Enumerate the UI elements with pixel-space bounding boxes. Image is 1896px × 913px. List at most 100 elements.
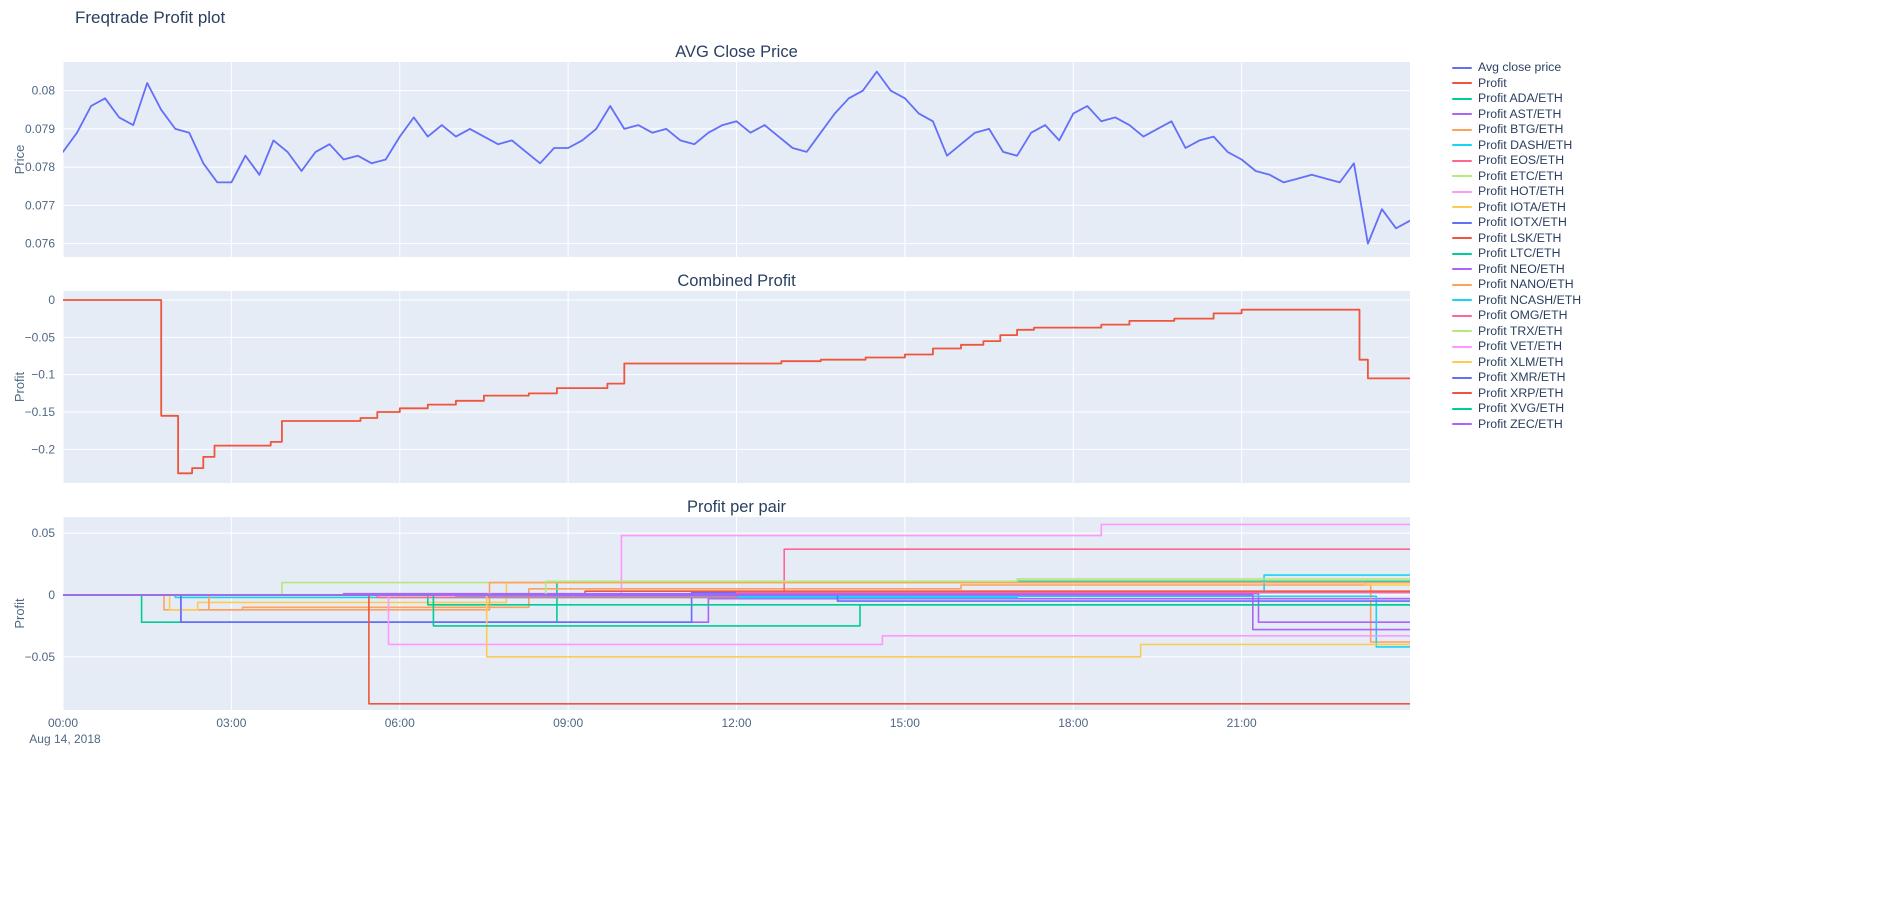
- legend-line-swatch: [1452, 113, 1472, 116]
- legend-item[interactable]: Profit ETC/ETH: [1452, 169, 1581, 185]
- y-tick-label: 0.08: [32, 84, 56, 98]
- y-tick-label: −0.1: [31, 368, 55, 382]
- legend-item-label: Profit BTG/ETH: [1478, 122, 1564, 136]
- y-tick-label: −0.15: [25, 405, 56, 419]
- legend-item-label: Profit XRP/ETH: [1478, 385, 1564, 400]
- legend-item-label: Profit VET/ETH: [1478, 339, 1563, 353]
- legend-line-swatch: [1452, 299, 1472, 302]
- legend-item[interactable]: Avg close price: [1452, 60, 1581, 76]
- legend-item-label: Profit ADA/ETH: [1478, 91, 1563, 105]
- legend-item-label: Profit: [1478, 75, 1507, 90]
- legend-item-label: Profit XMR/ETH: [1478, 370, 1566, 384]
- legend-item[interactable]: Profit TRX/ETH: [1452, 324, 1581, 340]
- x-tick-label: 15:00: [890, 716, 920, 730]
- legend-item-label: Profit ETC/ETH: [1478, 168, 1563, 183]
- legend-line-swatch: [1452, 237, 1472, 240]
- x-tick-label: 09:00: [553, 716, 583, 730]
- legend-line-swatch: [1452, 128, 1472, 131]
- y-tick-label: −0.05: [25, 650, 56, 664]
- series-avg-close-price: [63, 70, 1410, 245]
- subplot-title-profit-per-pair: Profit per pair: [686, 498, 787, 516]
- legend-item[interactable]: Profit XMR/ETH: [1452, 370, 1581, 386]
- legend-item-label: Profit OMG/ETH: [1478, 308, 1568, 322]
- series-profit-zec-eth: [63, 594, 1410, 631]
- x-tick-label: 03:00: [216, 716, 246, 730]
- legend-item-label: Profit EOS/ETH: [1478, 153, 1565, 167]
- legend-line-swatch: [1452, 144, 1472, 147]
- legend-line-swatch: [1452, 82, 1472, 85]
- legend-line-swatch: [1452, 376, 1472, 379]
- legend-line-swatch: [1452, 252, 1472, 255]
- legend-line-swatch: [1452, 330, 1472, 333]
- legend-line-swatch: [1452, 392, 1472, 395]
- legend-line-swatch: [1452, 190, 1472, 193]
- legend-item[interactable]: Profit IOTA/ETH: [1452, 200, 1581, 216]
- y-axis-title: Profit: [12, 371, 27, 402]
- y-tick-label: −0.05: [25, 330, 56, 344]
- legend-line-swatch: [1452, 423, 1472, 426]
- legend-item-label: Profit DASH/ETH: [1478, 137, 1573, 152]
- charts-column: AVG Close Price 0.076 0.077 0.078 0.079 0.08…: [0, 34, 1410, 746]
- legend-item-label: Profit IOTX/ETH: [1478, 215, 1567, 229]
- legend-item-label: Profit NCASH/ETH: [1478, 292, 1582, 307]
- legend-item[interactable]: Profit HOT/ETH: [1452, 184, 1581, 200]
- combined-profit-plot[interactable]: 0 −0.05 −0.1 −0.15 −0.2 Profit: [0, 291, 1410, 483]
- legend-item[interactable]: Profit EOS/ETH: [1452, 153, 1581, 169]
- legend-item[interactable]: Profit BTG/ETH: [1452, 122, 1581, 138]
- subplot-title-avg-close-price: AVG Close Price: [675, 43, 798, 61]
- legend-item[interactable]: Profit XLM/ETH: [1452, 355, 1581, 371]
- legend-item[interactable]: Profit DASH/ETH: [1452, 138, 1581, 154]
- x-tick-label: 18:00: [1058, 716, 1088, 730]
- legend-item[interactable]: Profit XVG/ETH: [1452, 401, 1581, 417]
- series-profit: [63, 299, 1410, 475]
- legend-line-swatch: [1452, 159, 1472, 162]
- legend-line-swatch: [1452, 97, 1472, 100]
- legend-item-label: Profit LSK/ETH: [1478, 230, 1562, 245]
- legend-line-swatch: [1452, 345, 1472, 348]
- legend-item[interactable]: Profit ZEC/ETH: [1452, 417, 1581, 433]
- legend-item[interactable]: Profit: [1452, 76, 1581, 92]
- legend-line-swatch: [1452, 221, 1472, 224]
- legend-item-label: Profit XLM/ETH: [1478, 354, 1564, 369]
- legend-item[interactable]: Profit IOTX/ETH: [1452, 215, 1581, 231]
- legend: Avg close price Profit Profit ADA/ETH Profi…: [1452, 60, 1581, 432]
- avg-close-price-plot[interactable]: 0.076 0.077 0.078 0.079 0.08 Price: [0, 62, 1410, 257]
- x-tick-label: 21:00: [1227, 716, 1257, 730]
- legend-line-swatch: [1452, 407, 1472, 410]
- legend-item[interactable]: Profit NEO/ETH: [1452, 262, 1581, 278]
- y-tick-label: 0: [48, 293, 55, 307]
- y-axis-title: Price: [12, 145, 27, 175]
- series-profit-iota-eth: [63, 581, 1410, 611]
- x-axis-date-label: Aug 14, 2018: [29, 732, 101, 746]
- legend-item-label: Avg close price: [1478, 60, 1562, 74]
- legend-item[interactable]: Profit AST/ETH: [1452, 107, 1581, 123]
- legend-item[interactable]: Profit XRP/ETH: [1452, 386, 1581, 402]
- legend-item[interactable]: Profit ADA/ETH: [1452, 91, 1581, 107]
- profit-per-pair-plot[interactable]: 0.05 0 −0.05 Profit 00:00 03:00 06:00 09:00 12:0…: [0, 517, 1410, 746]
- legend-line-swatch: [1452, 314, 1472, 317]
- y-tick-label: 0.076: [25, 237, 55, 251]
- y-axis-title: Profit: [12, 598, 27, 629]
- x-tick-label: 00:00: [48, 716, 78, 730]
- legend-line-swatch: [1452, 268, 1472, 271]
- legend-item[interactable]: Profit OMG/ETH: [1452, 308, 1581, 324]
- legend-item-label: Profit LTC/ETH: [1478, 246, 1561, 260]
- legend-item[interactable]: Profit NCASH/ETH: [1452, 293, 1581, 309]
- legend-item-label: Profit IOTA/ETH: [1478, 199, 1566, 214]
- legend-item[interactable]: Profit LSK/ETH: [1452, 231, 1581, 247]
- legend-item[interactable]: Profit VET/ETH: [1452, 339, 1581, 355]
- legend-item[interactable]: Profit NANO/ETH: [1452, 277, 1581, 293]
- legend-line-swatch: [1452, 283, 1472, 286]
- page-title: Freqtrade Profit plot: [75, 8, 226, 27]
- x-tick-label: 12:00: [721, 716, 751, 730]
- x-tick-label: 06:00: [385, 716, 415, 730]
- subplot-title-combined-profit: Combined Profit: [677, 272, 796, 290]
- legend-item-label: Profit HOT/ETH: [1478, 184, 1565, 198]
- y-tick-label: 0.05: [32, 526, 56, 540]
- y-tick-label: 0.077: [25, 198, 55, 212]
- legend-item[interactable]: Profit LTC/ETH: [1452, 246, 1581, 262]
- legend-item-label: Profit ZEC/ETH: [1478, 416, 1563, 431]
- legend-item-label: Profit TRX/ETH: [1478, 323, 1563, 338]
- legend-item-label: Profit NANO/ETH: [1478, 277, 1574, 291]
- legend-line-swatch: [1452, 175, 1472, 178]
